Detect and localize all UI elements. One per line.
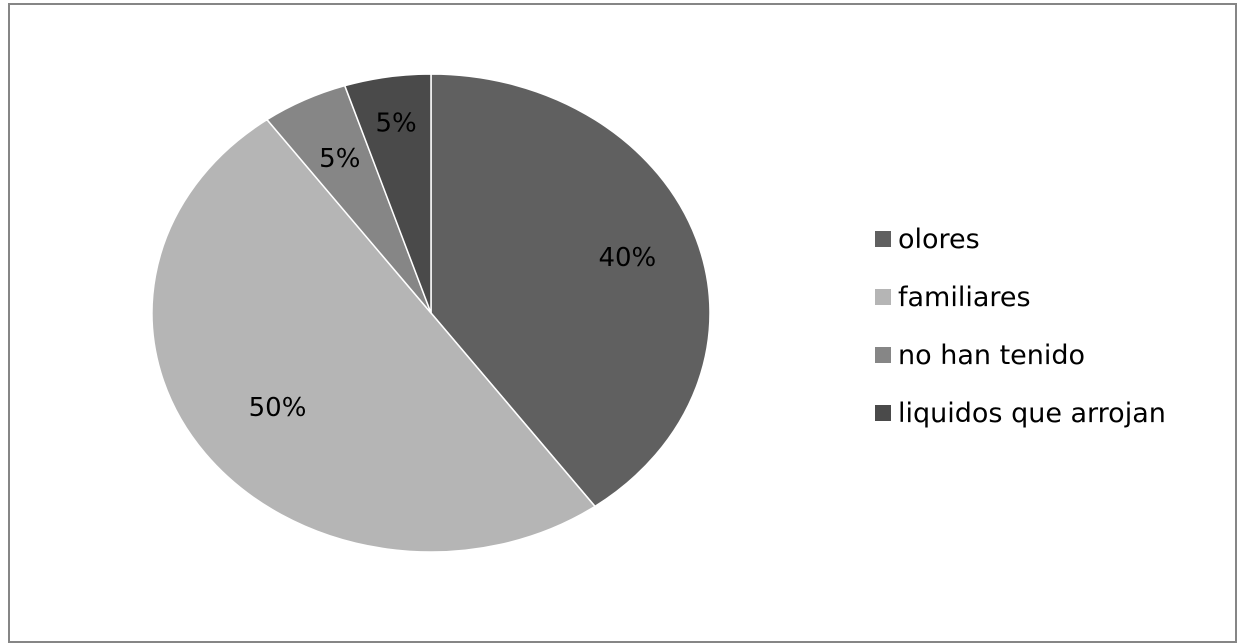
legend-item-no-han-tenido: no han tenido	[875, 326, 1166, 384]
pie-slice-olores	[430, 73, 711, 508]
legend: olores familiares no han tenido liquidos…	[875, 210, 1166, 442]
legend-swatch-no-han-tenido	[875, 347, 891, 363]
pie-slice-familiares	[151, 118, 597, 553]
legend-swatch-olores	[875, 231, 891, 247]
pie-slice-liquidos-que-arrojan	[343, 73, 432, 314]
data-label-familiares: 50%	[249, 393, 307, 423]
legend-swatch-familiares	[875, 289, 891, 305]
legend-item-liquidos-que-arrojan: liquidos que arrojan	[875, 384, 1166, 442]
legend-item-olores: olores	[875, 210, 1166, 268]
pie-chart: 40% 50% 5% 5%	[151, 73, 711, 553]
legend-label-familiares: familiares	[898, 281, 1031, 313]
legend-label-liquidos-que-arrojan: liquidos que arrojan	[898, 397, 1166, 429]
data-label-olores: 40%	[598, 243, 656, 273]
legend-item-familiares: familiares	[875, 268, 1166, 326]
data-label-liquidos-que-arrojan: 5%	[375, 109, 416, 139]
legend-label-no-han-tenido: no han tenido	[898, 339, 1086, 371]
data-label-no-han-tenido: 5%	[319, 144, 360, 174]
legend-swatch-liquidos-que-arrojan	[875, 405, 891, 421]
legend-label-olores: olores	[898, 223, 980, 255]
